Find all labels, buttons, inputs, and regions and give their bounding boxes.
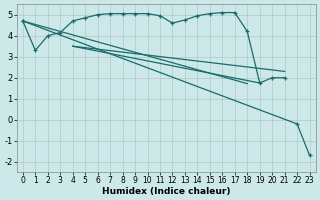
X-axis label: Humidex (Indice chaleur): Humidex (Indice chaleur) xyxy=(102,187,230,196)
